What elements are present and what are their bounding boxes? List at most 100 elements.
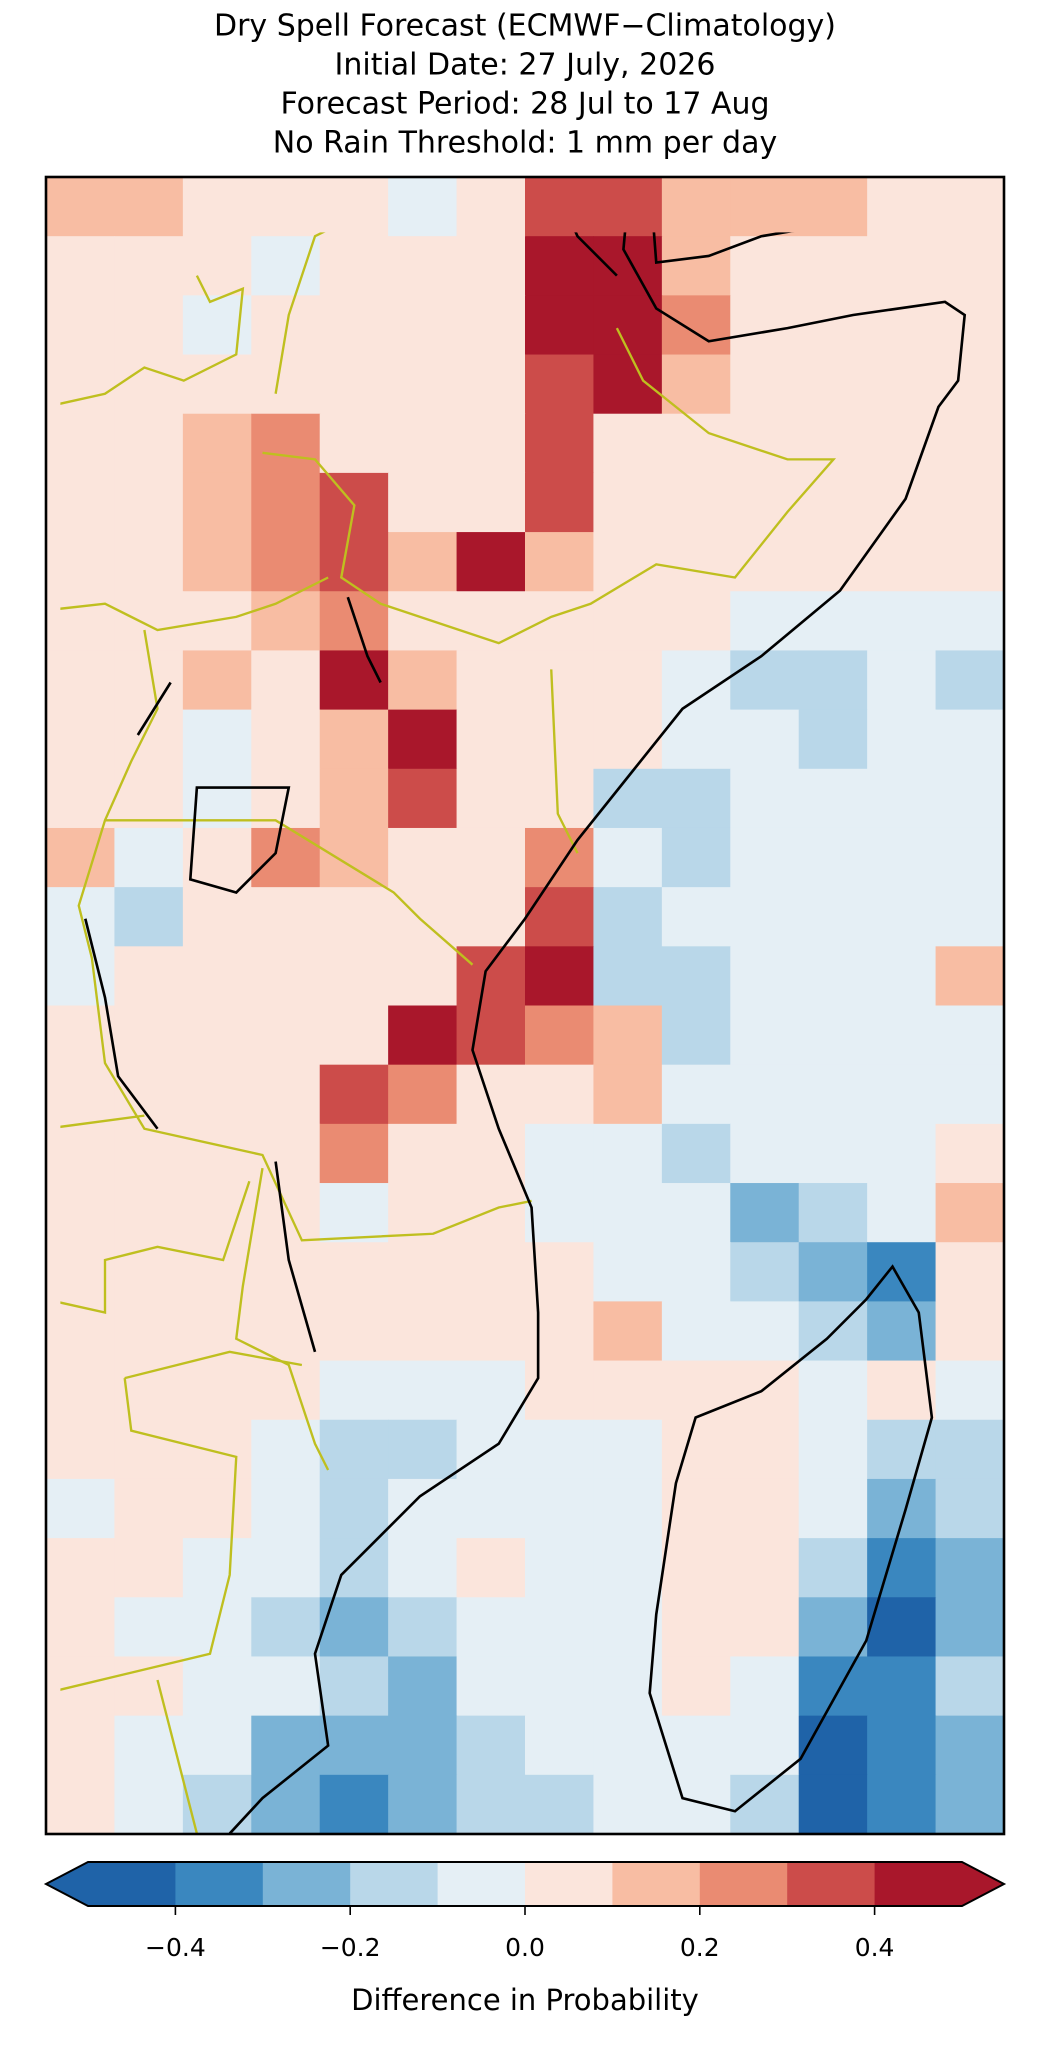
grid-cell [46,413,116,474]
grid-cell [525,1064,595,1125]
grid-cell [730,946,800,1007]
grid-cell [456,532,526,592]
grid-cell [319,887,389,947]
grid-cell [661,887,731,947]
grid-cell [730,354,800,415]
grid-cell [388,472,458,533]
grid-cell [525,887,595,947]
grid-cell [388,1419,458,1480]
grid-cell [661,650,731,711]
grid-cell [319,472,389,533]
grid-cell [798,827,868,888]
grid-cell [525,650,595,711]
grid-cell [182,1715,252,1776]
grid-cell [251,1419,321,1480]
grid-cell [182,1064,252,1125]
grid-cell [730,1715,800,1776]
grid-cell [251,1123,321,1184]
grid-cell [798,1419,868,1480]
grid-cell [388,295,458,356]
colorbar-extend-low [46,1862,88,1906]
grid-cell [46,354,116,415]
grid-cell [182,1774,252,1834]
grid-cell [114,1301,184,1362]
grid-cell [319,1123,389,1184]
grid-cell [935,1774,1004,1834]
grid-cell [661,295,731,356]
colorbar-tick-label: 0.0 [505,1933,545,1962]
grid-cell [798,1478,868,1539]
grid-cell [525,1538,595,1598]
grid-cell [251,532,321,592]
grid-cell [319,1005,389,1066]
grid-cell [935,236,1004,296]
grid-cell [935,591,1004,652]
grid-cell [251,1360,321,1421]
grid-cell [730,1419,800,1480]
grid-cell [456,1656,526,1717]
title-line: Dry Spell Forecast (ECMWF−Climatology) [214,9,836,44]
grid-cell [319,768,389,829]
grid-cell [867,177,937,237]
grid-cell [730,1242,800,1302]
grid-cell [935,1064,1004,1125]
grid-cell [46,1478,116,1539]
coastline-madagascar [648,1264,934,1813]
grid-cell [319,1064,389,1125]
grid-cell [593,1538,663,1598]
colorbar-segment [874,1862,963,1906]
grid-cell [593,1419,663,1480]
grid-cell [525,591,595,652]
grid-cell [798,1656,868,1717]
grid-cell [251,1656,321,1717]
grid-cell [251,946,321,1007]
grid-cell [867,1715,937,1776]
grid-cell [456,1242,526,1302]
grid-cell [798,1538,868,1598]
grid-cell [456,1538,526,1598]
grid-cell [182,709,252,770]
grid-cell [730,887,800,947]
grid-cell [867,1242,937,1302]
grid-cell [867,709,937,770]
grid-cell [935,709,1004,770]
colorbar-tick-label: 0.4 [855,1933,895,1962]
grid-cell [114,1183,184,1243]
grid-cell [319,1183,389,1243]
grid-cell [593,354,663,415]
grid-cell [867,1538,937,1598]
grid-cell [593,236,663,296]
grid-cell [46,1064,116,1125]
grid-cell [251,1597,321,1658]
title-line: Initial Date: 27 July, 2026 [335,48,716,83]
grid-cell [456,1005,526,1066]
grid-cell [46,1419,116,1480]
grid-cell [182,1360,252,1421]
grid-cell [319,1538,389,1598]
grid-cell [319,1419,389,1480]
grid-cell [319,532,389,592]
grid-cell [456,1478,526,1539]
grid-cell [388,532,458,592]
grid-cell [867,532,937,592]
grid-cell [935,177,1004,237]
grid-cell [798,177,868,237]
grid-cell [319,591,389,652]
grid-cell [935,1419,1004,1480]
grid-cell [456,413,526,474]
grid-cell [319,1774,389,1834]
grid-cell [935,768,1004,829]
colorbar-segment [525,1862,613,1906]
grid-cell [388,1656,458,1717]
grid-cell [456,177,526,237]
grid-cell [525,1005,595,1066]
grid-cell [182,1301,252,1362]
grid-cell [114,413,184,474]
grid-cells [46,177,1004,1834]
grid-cell [661,472,731,533]
grid-cell [935,827,1004,888]
grid-cell [46,1183,116,1243]
grid-cell [935,1597,1004,1658]
grid-cell [182,413,252,474]
grid-cell [388,1538,458,1598]
